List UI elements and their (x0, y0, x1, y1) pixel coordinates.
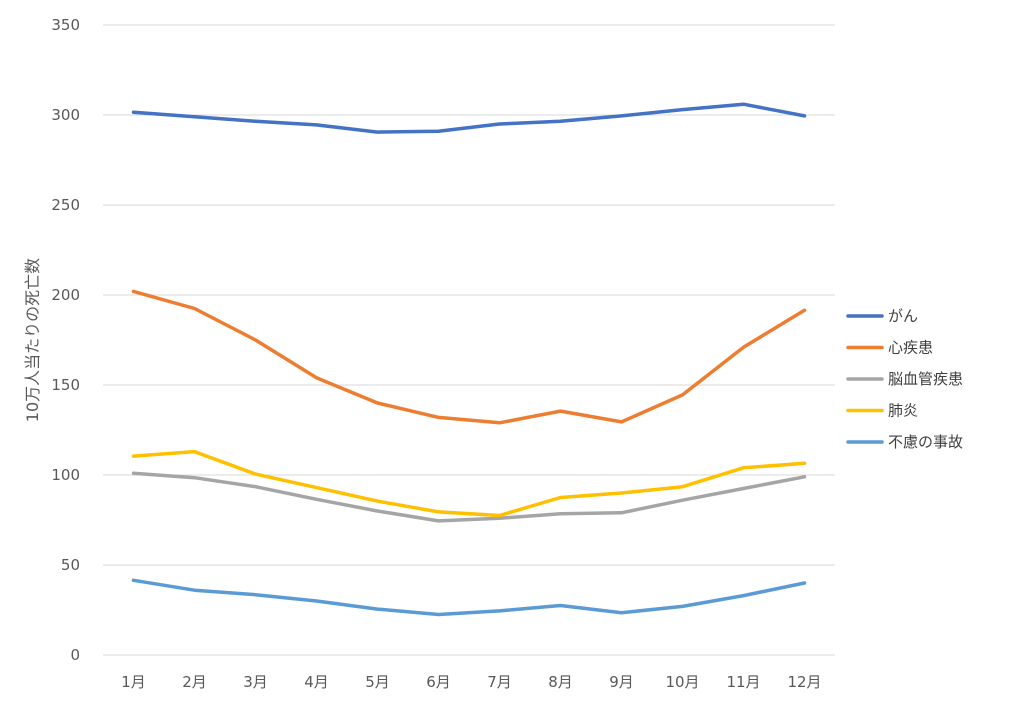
y-tick-label: 250 (51, 196, 80, 214)
x-tick-label: 6月 (426, 673, 451, 691)
y-tick-label: 200 (51, 286, 80, 304)
y-tick-label: 300 (51, 106, 80, 124)
series-line (131, 289, 807, 425)
y-axis-ticks: 0 50 100 150 200 250 300 350 (51, 16, 80, 664)
y-tick-label: 0 (70, 646, 80, 664)
x-tick-label: 5月 (365, 673, 390, 691)
y-tick-label: 150 (51, 376, 80, 394)
x-tick-label: 2月 (182, 673, 207, 691)
x-tick-label: 10月 (665, 673, 699, 691)
legend-label: 肺炎 (888, 402, 918, 420)
legend-label: 脳血管疾患 (888, 370, 963, 388)
legend-label: がん (888, 307, 918, 325)
x-tick-label: 12月 (787, 673, 821, 691)
series-line (131, 449, 807, 518)
x-tick-label: 7月 (487, 673, 512, 691)
y-tick-label: 50 (61, 556, 80, 574)
legend-label: 心疾患 (888, 339, 933, 357)
x-tick-label: 8月 (548, 673, 573, 691)
y-tick-label: 100 (51, 466, 80, 484)
y-axis-title: 10万人当たりの死亡数 (23, 258, 42, 422)
series-line (131, 102, 807, 134)
x-axis-ticks: 1月 2月 3月 4月 5月 6月 7月 8月 9月 10月 11月 12月 (121, 673, 821, 691)
x-tick-label: 9月 (609, 673, 634, 691)
x-tick-label: 3月 (243, 673, 268, 691)
series-line (131, 471, 807, 523)
x-tick-label: 11月 (726, 673, 760, 691)
y-tick-label: 350 (51, 16, 80, 34)
series-lines (131, 102, 807, 617)
gridlines (103, 24, 835, 656)
legend-label: 不慮の事故 (888, 433, 963, 451)
x-tick-label: 4月 (304, 673, 329, 691)
x-tick-label: 1月 (121, 673, 146, 691)
series-line (131, 578, 807, 617)
